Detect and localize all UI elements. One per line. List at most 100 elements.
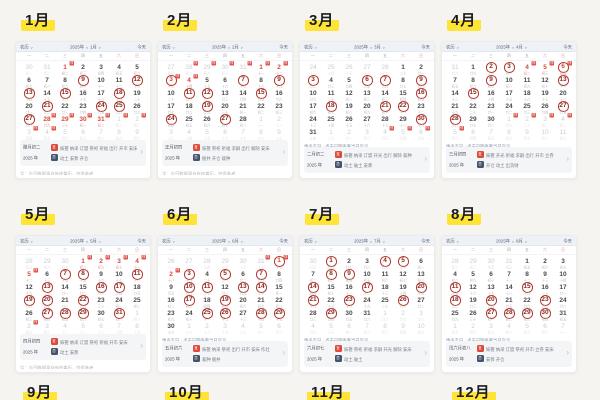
date-cell[interactable]: 1 十一 xyxy=(252,114,270,128)
date-cell[interactable]: 19 廿六 xyxy=(20,295,38,308)
date-cell[interactable]: 10 初五 xyxy=(412,321,430,335)
date-cell[interactable]: 22 廿九 xyxy=(74,295,92,308)
legend-box[interactable]: 腊月初二 2025 年 宜嫁娶 纳采 订盟 祭祀 祈福 出行 开市 安床 立券忌动土… xyxy=(20,140,146,166)
date-cell[interactable]: 1 廿九 休 xyxy=(500,112,518,128)
date-cell[interactable]: 26 十五 xyxy=(340,62,358,76)
date-cell[interactable]: 18 廿二 xyxy=(446,295,464,308)
date-cell[interactable]: 31 十七 休 xyxy=(252,254,270,270)
date-cell[interactable]: 17 廿四 xyxy=(110,282,128,295)
date-cell[interactable]: 22 廿三 xyxy=(56,101,74,115)
date-cell[interactable]: 11 廿一 xyxy=(180,88,198,101)
date-cell[interactable]: 5 廿一 xyxy=(216,269,234,282)
legend-box[interactable]: 五月初六 2025 年宜嫁娶 纳采 祭祀 出行 开市 安床 作灶忌栽种 掘井 › xyxy=(162,341,288,367)
today-button[interactable]: 今天 xyxy=(279,239,288,244)
date-cell[interactable]: 26 十二 xyxy=(216,308,234,321)
lunar-toggle[interactable]: 农历 ⌄ xyxy=(20,239,34,244)
date-cell[interactable]: 22 初八 xyxy=(270,295,288,309)
date-cell[interactable]: 28 廿六 xyxy=(446,114,464,127)
date-cell[interactable]: 5 初三 休 xyxy=(536,60,554,76)
date-cell[interactable]: 5 初六 xyxy=(56,127,74,141)
date-cell[interactable]: 29 十八 xyxy=(394,114,412,128)
date-cell[interactable]: 27 初七 xyxy=(216,114,234,127)
legend-box[interactable]: 六月初七 2025 年宜嫁娶 祭祀 祈福 求嗣 开光 解除 安床忌动土 破土 › xyxy=(304,341,430,367)
date-cell[interactable]: 6 十六 xyxy=(216,127,234,141)
date-cell[interactable]: 29 初三 xyxy=(464,256,482,270)
date-cell[interactable]: 2 十二 xyxy=(270,114,288,128)
date-cell[interactable]: 4 廿三 xyxy=(322,75,340,89)
date-cell[interactable]: 15 廿二 xyxy=(74,282,92,296)
date-cell[interactable]: 5 初九 xyxy=(464,269,482,283)
date-cell[interactable]: 11 廿七 xyxy=(198,282,216,295)
date-cell[interactable]: 13 廿九 xyxy=(234,282,252,295)
date-cell[interactable]: 19 廿三 xyxy=(464,295,482,309)
date-cell[interactable]: 29 初六 xyxy=(38,256,56,270)
date-cell[interactable]: 7 十一 xyxy=(500,269,518,283)
date-cell[interactable]: 20 廿一 xyxy=(20,101,38,115)
date-cell[interactable]: 24 十九 xyxy=(358,295,376,309)
legend-box[interactable]: 闰六月初八 2025 年宜嫁娶 纳采 订盟 祭祀 开市 立券 安床忌安葬 开仓 › xyxy=(446,341,572,367)
date-cell[interactable]: 2 廿七 xyxy=(394,308,412,322)
date-cell[interactable]: 7 十一 xyxy=(554,321,572,335)
date-cell[interactable]: 1 十一 休 xyxy=(252,60,270,76)
date-cell[interactable]: 8 初九 xyxy=(110,127,128,141)
date-cell[interactable]: 31 初五 xyxy=(554,308,572,322)
date-cell[interactable]: 1 廿九 xyxy=(464,62,482,76)
date-cell[interactable]: 8 廿四 xyxy=(270,269,288,283)
date-cell[interactable]: 18 十三 xyxy=(376,282,394,296)
date-cell[interactable]: 4 初五 xyxy=(110,62,128,76)
today-button[interactable]: 今天 xyxy=(421,45,430,50)
date-cell[interactable]: 25 初二 xyxy=(128,295,146,309)
date-cell[interactable]: 8 初三 xyxy=(376,321,394,335)
date-cell[interactable]: 9 十九 xyxy=(270,75,288,88)
date-cell[interactable]: 12 十三 xyxy=(128,75,146,88)
date-cell[interactable]: 24 初一 xyxy=(110,295,128,309)
date-cell[interactable]: 6 初七 xyxy=(74,127,92,141)
date-cell[interactable]: 29 三十 休 xyxy=(56,112,74,128)
date-cell[interactable]: 17 十二 xyxy=(358,282,376,295)
date-cell[interactable]: 1 二十 xyxy=(394,62,412,76)
date-cell[interactable]: 14 初九 xyxy=(304,282,322,295)
date-cell[interactable]: 3 廿二 xyxy=(358,127,376,141)
year-month-select[interactable]: 2025年 ⌄ 8月 ⌄ xyxy=(496,239,529,244)
date-cell[interactable]: 15 十九 xyxy=(518,282,536,295)
date-cell[interactable]: 7 初五 xyxy=(446,75,464,89)
year-month-select[interactable]: 2025年 ⌄ 3月 ⌄ xyxy=(354,45,387,50)
date-cell[interactable]: 13 十四 xyxy=(20,88,38,101)
date-cell[interactable]: 10 十四 xyxy=(554,269,572,283)
chevron-right-icon[interactable]: › xyxy=(566,154,569,163)
date-cell[interactable]: 12 廿八 xyxy=(216,282,234,296)
date-cell[interactable]: 28 廿三 xyxy=(304,308,322,322)
date-cell[interactable]: 3 十九 xyxy=(216,321,234,335)
lunar-toggle[interactable]: 农历 ⌄ xyxy=(304,239,318,244)
date-cell[interactable]: 8 初九 xyxy=(56,75,74,89)
date-cell[interactable]: 29 廿四 xyxy=(322,308,340,321)
date-cell[interactable]: 2 十二 休 xyxy=(270,60,288,76)
date-cell[interactable]: 31 廿六 xyxy=(358,308,376,322)
date-cell[interactable]: 22 二十 xyxy=(464,101,482,115)
date-cell[interactable]: 5 初九 xyxy=(518,321,536,335)
legend-box[interactable]: 二月初二 2025 年 宜嫁娶 纳采 订盟 开光 出行 解除 栽种忌动土 破土 安葬… xyxy=(304,147,430,173)
date-cell[interactable]: 1 初八 xyxy=(128,308,146,322)
date-cell[interactable]: 14 十五 xyxy=(38,88,56,102)
date-cell[interactable]: 6 初一 xyxy=(340,321,358,335)
date-cell[interactable]: 28 十四 xyxy=(252,308,270,321)
date-cell[interactable]: 16 初五 xyxy=(412,88,430,101)
date-cell[interactable]: 24 初十 xyxy=(180,308,198,322)
date-cell[interactable]: 14 三十 xyxy=(252,282,270,295)
date-cell[interactable]: 14 廿一 xyxy=(56,282,74,296)
date-cell[interactable]: 31 初二 xyxy=(38,62,56,76)
date-cell[interactable]: 12 初一 xyxy=(340,88,358,102)
date-cell[interactable]: 20 廿四 xyxy=(482,295,500,308)
chevron-right-icon[interactable]: › xyxy=(566,348,569,357)
date-cell[interactable]: 6 十三 xyxy=(38,269,56,283)
date-cell[interactable]: 11 初九 xyxy=(554,127,572,141)
date-cell[interactable]: 22 廿六 xyxy=(518,295,536,309)
date-cell[interactable]: 11 初六 xyxy=(376,269,394,283)
date-cell[interactable]: 6 初十 xyxy=(536,321,554,335)
date-cell[interactable]: 10 廿六 xyxy=(180,282,198,295)
date-cell[interactable]: 2 廿一 xyxy=(412,62,430,76)
date-cell[interactable]: 23 十二 xyxy=(412,101,430,115)
chevron-right-icon[interactable]: › xyxy=(282,348,285,357)
date-cell[interactable]: 6 初四 休 xyxy=(554,60,572,75)
date-cell[interactable]: 27 初七 xyxy=(162,62,180,76)
